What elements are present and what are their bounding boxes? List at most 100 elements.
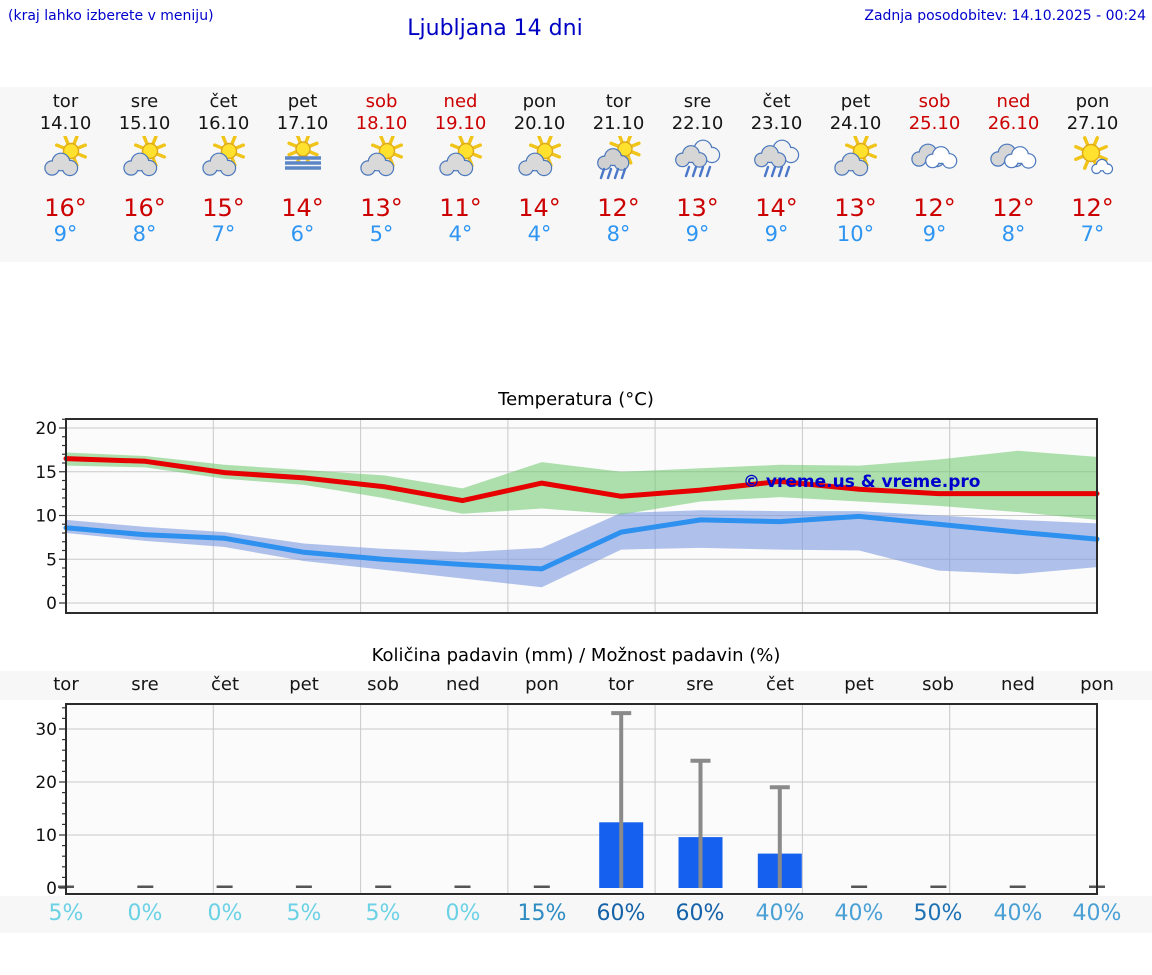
precip-zero-mark: [375, 885, 392, 888]
rain-sun-icon: [596, 133, 641, 180]
temp-high: 16°: [123, 194, 166, 222]
svg-text:15: 15: [35, 463, 57, 483]
precip-day-label: sre: [686, 674, 714, 695]
precip-day-label: sob: [922, 674, 954, 695]
temp-high: 15°: [202, 194, 245, 222]
precip-zero-mark: [216, 885, 233, 888]
temperature-chart: 0 5 10 15 20 © vreme.us & vreme.pro: [35, 418, 1100, 614]
precip-day-label: pet: [844, 674, 874, 695]
last-update: Zadnja posodobitev: 14.10.2025 - 00:24: [864, 8, 1146, 24]
temp-low: 4°: [448, 222, 473, 246]
precip-probability: 40%: [834, 901, 884, 926]
partly-cloudy-icon: [438, 134, 482, 177]
precip-probability: 5%: [365, 901, 401, 926]
partly-cloudy-icon: [201, 134, 245, 177]
rain-icon: [753, 139, 799, 178]
temp-high: 12°: [992, 194, 1035, 222]
day-date: 18.10: [355, 113, 408, 134]
temp-low: 8°: [1001, 222, 1026, 246]
precip-day-labels: tor sre čet pet sob ned pon tor sre čet pet sob ned p…: [0, 671, 1152, 700]
svg-text:0: 0: [46, 879, 57, 899]
forecast-day: sre 15.10 16° 8°: [105, 87, 184, 262]
forecast-day: sre 22.10 13° 9°: [658, 87, 737, 262]
day-date: 26.10: [987, 113, 1040, 134]
day-date: 19.10: [434, 113, 487, 134]
precip-zero-mark: [851, 885, 868, 888]
precip-day-label: ned: [446, 674, 480, 695]
day-date: 14.10: [39, 113, 92, 134]
temp-high: 13°: [676, 194, 719, 222]
temp-low: 10°: [836, 222, 875, 246]
day-name: sob: [365, 91, 398, 112]
watermark-link[interactable]: © vreme.us & vreme.pro: [743, 472, 980, 492]
day-name: pon: [522, 91, 557, 112]
precip-day-label: ned: [1001, 674, 1035, 695]
svg-text:5: 5: [46, 550, 57, 570]
temp-high: 14°: [518, 194, 561, 222]
forecast-day: pet 17.10 14° 6°: [263, 87, 342, 262]
temp-high: 14°: [755, 194, 798, 222]
cloudy-icon: [910, 143, 957, 169]
forecast-day: tor 21.10 12° 8°: [579, 87, 658, 262]
partly-cloudy-icon: [517, 134, 561, 177]
precip-zero-mark: [454, 885, 471, 888]
precip-probability: 0%: [127, 901, 163, 926]
cloudy-icon: [989, 143, 1036, 169]
day-date: 20.10: [513, 113, 566, 134]
temp-high: 13°: [834, 194, 877, 222]
temp-high: 12°: [913, 194, 956, 222]
day-name: sob: [918, 91, 951, 112]
precip-probability: 0%: [445, 901, 481, 926]
partly-cloudy-icon: [122, 134, 166, 177]
temp-high: 12°: [1071, 194, 1114, 222]
forecast-day: sob 18.10 13° 5°: [342, 87, 421, 262]
temp-low: 7°: [211, 222, 236, 246]
forecast-strip: tor 14.10 16° 9° sre 15.10 16° 8° čet 16.10 15° 7° p…: [0, 87, 1152, 262]
forecast-day: pet 24.10 13° 10°: [816, 87, 895, 262]
temp-low: 9°: [922, 222, 947, 246]
forecast-day: čet 23.10 14° 9°: [737, 87, 816, 262]
precip-probability: 5%: [48, 901, 84, 926]
day-name: tor: [605, 91, 632, 112]
day-date: 17.10: [276, 113, 329, 134]
temp-low: 8°: [132, 222, 157, 246]
fog-sun-icon: [284, 133, 321, 170]
svg-text:20: 20: [35, 773, 57, 793]
day-date: 27.10: [1066, 113, 1119, 134]
precip-day-label: tor: [53, 674, 79, 695]
partly-cloudy-icon: [359, 134, 403, 177]
rain-icon: [674, 139, 720, 178]
day-name: pet: [287, 91, 318, 112]
temp-high: 11°: [439, 194, 482, 222]
precip-day-label: pet: [289, 674, 319, 695]
page-title: Ljubljana 14 dni: [407, 16, 583, 41]
temp-chart-title: Temperatura (°C): [498, 389, 654, 410]
temp-high: 14°: [281, 194, 324, 222]
day-date: 16.10: [197, 113, 250, 134]
forecast-day: pon 27.10 12° 7°: [1053, 87, 1132, 262]
mostly-sunny-icon: [1073, 136, 1113, 175]
day-name: ned: [443, 91, 478, 112]
precip-probability: 5%: [286, 901, 322, 926]
day-date: 25.10: [908, 113, 961, 134]
precip-day-label: pon: [1080, 674, 1114, 695]
precipitation-chart: 0 10 20 30: [35, 703, 1105, 899]
precip-probability: 40%: [755, 901, 805, 926]
precip-day-label: čet: [210, 674, 240, 695]
precip-probability: 0%: [207, 901, 243, 926]
location-hint: (kraj lahko izberete v meniju): [8, 8, 214, 24]
temp-low: 9°: [685, 222, 710, 246]
temp-low: 7°: [1080, 222, 1105, 246]
temp-low: 5°: [369, 222, 394, 246]
forecast-day: ned 26.10 12° 8°: [974, 87, 1053, 262]
day-date: 23.10: [750, 113, 803, 134]
forecast-day: čet 16.10 15° 7°: [184, 87, 263, 262]
precip-day-label: sob: [367, 674, 399, 695]
svg-text:0: 0: [46, 594, 57, 614]
day-date: 21.10: [592, 113, 645, 134]
precip-probability: 40%: [993, 901, 1043, 926]
day-date: 24.10: [829, 113, 882, 134]
temp-high: 13°: [360, 194, 403, 222]
forecast-day: sob 25.10 12° 9°: [895, 87, 974, 262]
day-name: sre: [130, 91, 159, 112]
